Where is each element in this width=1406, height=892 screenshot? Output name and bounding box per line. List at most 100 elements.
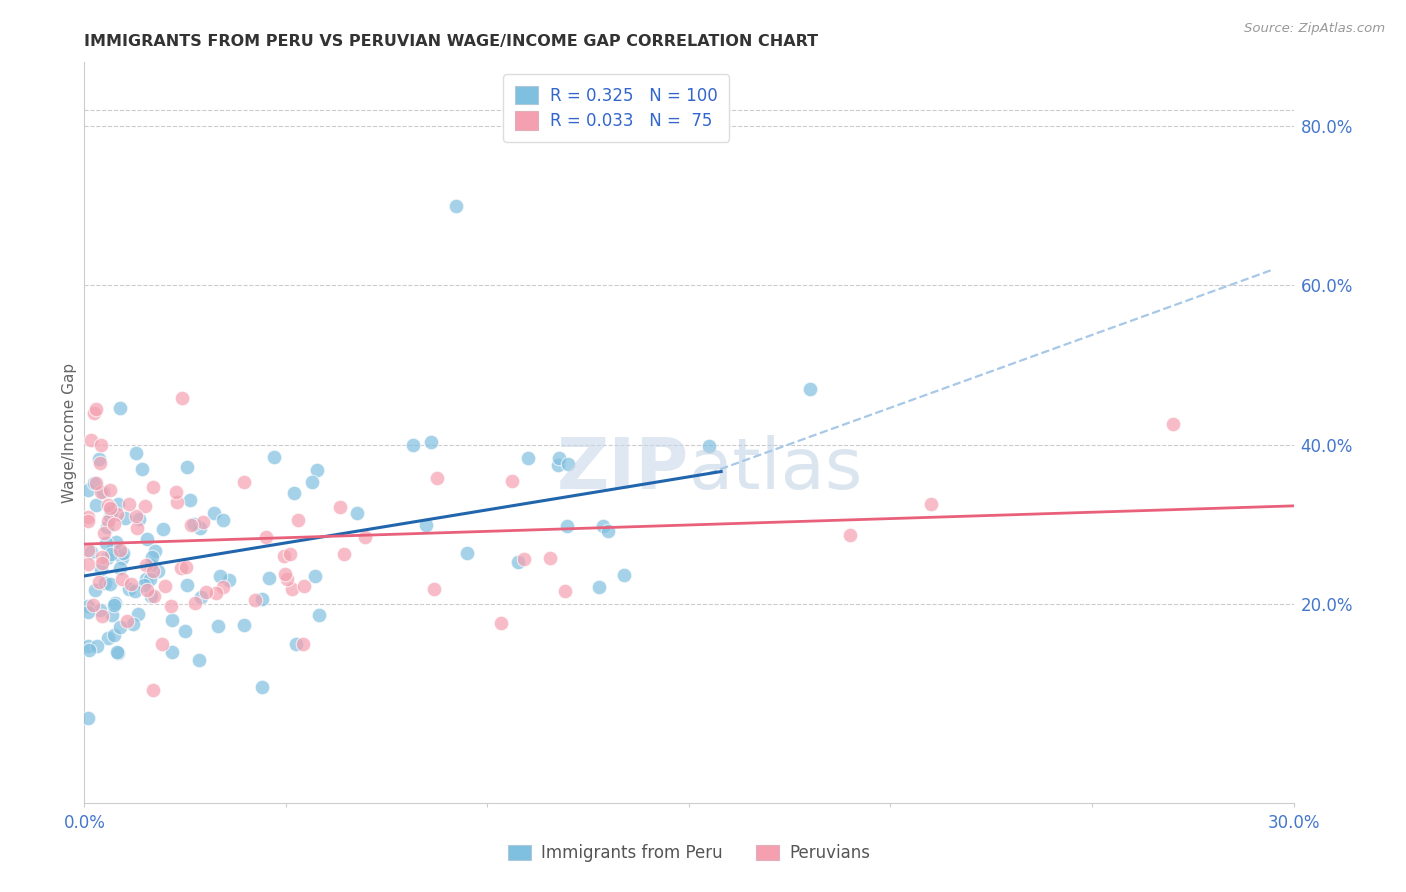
Point	[415, 518, 437, 533]
Text: IMMIGRANTS FROM PERU VS PERUVIAN WAGE/INCOME GAP CORRELATION CHART: IMMIGRANTS FROM PERU VS PERUVIAN WAGE/IN…	[84, 34, 818, 49]
Point	[127, 607, 149, 621]
Point	[97, 515, 120, 529]
Point	[98, 509, 121, 524]
Point	[184, 596, 207, 610]
Point	[135, 558, 157, 573]
Point	[97, 498, 120, 512]
Point	[501, 474, 523, 488]
Point	[233, 618, 256, 632]
Point	[176, 560, 198, 574]
Point	[101, 608, 124, 623]
Point	[179, 493, 201, 508]
Point	[83, 475, 105, 490]
Point	[120, 576, 142, 591]
Point	[697, 439, 720, 453]
Point	[180, 518, 202, 533]
Point	[80, 545, 103, 559]
Point	[308, 607, 330, 622]
Point	[212, 580, 235, 594]
Point	[84, 582, 107, 597]
Point	[84, 402, 107, 417]
Point	[136, 582, 159, 597]
Point	[274, 567, 297, 582]
Point	[91, 484, 114, 499]
Point	[98, 483, 121, 497]
Point	[111, 546, 134, 560]
Point	[77, 599, 100, 613]
Point	[134, 578, 156, 592]
Point	[139, 558, 162, 572]
Point	[103, 627, 125, 641]
Point	[89, 456, 111, 470]
Point	[138, 572, 160, 586]
Point	[176, 578, 198, 592]
Point	[273, 549, 295, 563]
Point	[142, 564, 165, 578]
Point	[304, 569, 326, 583]
Text: ZIP: ZIP	[557, 435, 689, 504]
Point	[218, 573, 240, 587]
Point	[127, 521, 149, 535]
Point	[122, 616, 145, 631]
Point	[89, 438, 111, 452]
Point	[105, 645, 128, 659]
Point	[98, 500, 121, 515]
Point	[191, 516, 214, 530]
Point	[90, 562, 112, 576]
Point	[141, 549, 163, 564]
Point	[107, 646, 129, 660]
Point	[402, 438, 425, 452]
Point	[141, 589, 163, 603]
Point	[91, 609, 114, 624]
Point	[205, 586, 228, 600]
Point	[280, 582, 302, 596]
Point	[80, 433, 103, 447]
Point	[103, 598, 125, 612]
Point	[77, 643, 100, 657]
Point	[799, 382, 821, 396]
Point	[90, 484, 112, 499]
Point	[329, 500, 352, 514]
Point	[100, 505, 122, 519]
Point	[114, 510, 136, 524]
Point	[284, 637, 307, 651]
Point	[538, 551, 561, 566]
Point	[77, 557, 100, 571]
Point	[77, 543, 100, 558]
Point	[506, 555, 529, 569]
Point	[187, 653, 209, 667]
Point	[208, 569, 231, 583]
Point	[86, 640, 108, 654]
Point	[252, 591, 274, 606]
Point	[100, 547, 122, 561]
Point	[143, 544, 166, 558]
Point	[131, 462, 153, 476]
Point	[276, 572, 298, 586]
Point	[104, 535, 127, 549]
Point	[588, 580, 610, 594]
Point	[77, 605, 100, 619]
Point	[165, 485, 187, 500]
Point	[104, 596, 127, 610]
Point	[89, 603, 111, 617]
Point	[243, 593, 266, 607]
Point	[489, 616, 512, 631]
Point	[613, 567, 636, 582]
Point	[456, 546, 478, 560]
Point	[124, 509, 146, 524]
Point	[190, 590, 212, 604]
Point	[98, 576, 121, 591]
Point	[176, 459, 198, 474]
Point	[207, 619, 229, 633]
Point	[553, 584, 575, 599]
Point	[592, 518, 614, 533]
Point	[125, 446, 148, 460]
Point	[142, 590, 165, 604]
Point	[547, 458, 569, 472]
Point	[142, 480, 165, 494]
Point	[170, 561, 193, 575]
Point	[94, 576, 117, 591]
Point	[134, 499, 156, 513]
Point	[77, 711, 100, 725]
Point	[135, 532, 157, 546]
